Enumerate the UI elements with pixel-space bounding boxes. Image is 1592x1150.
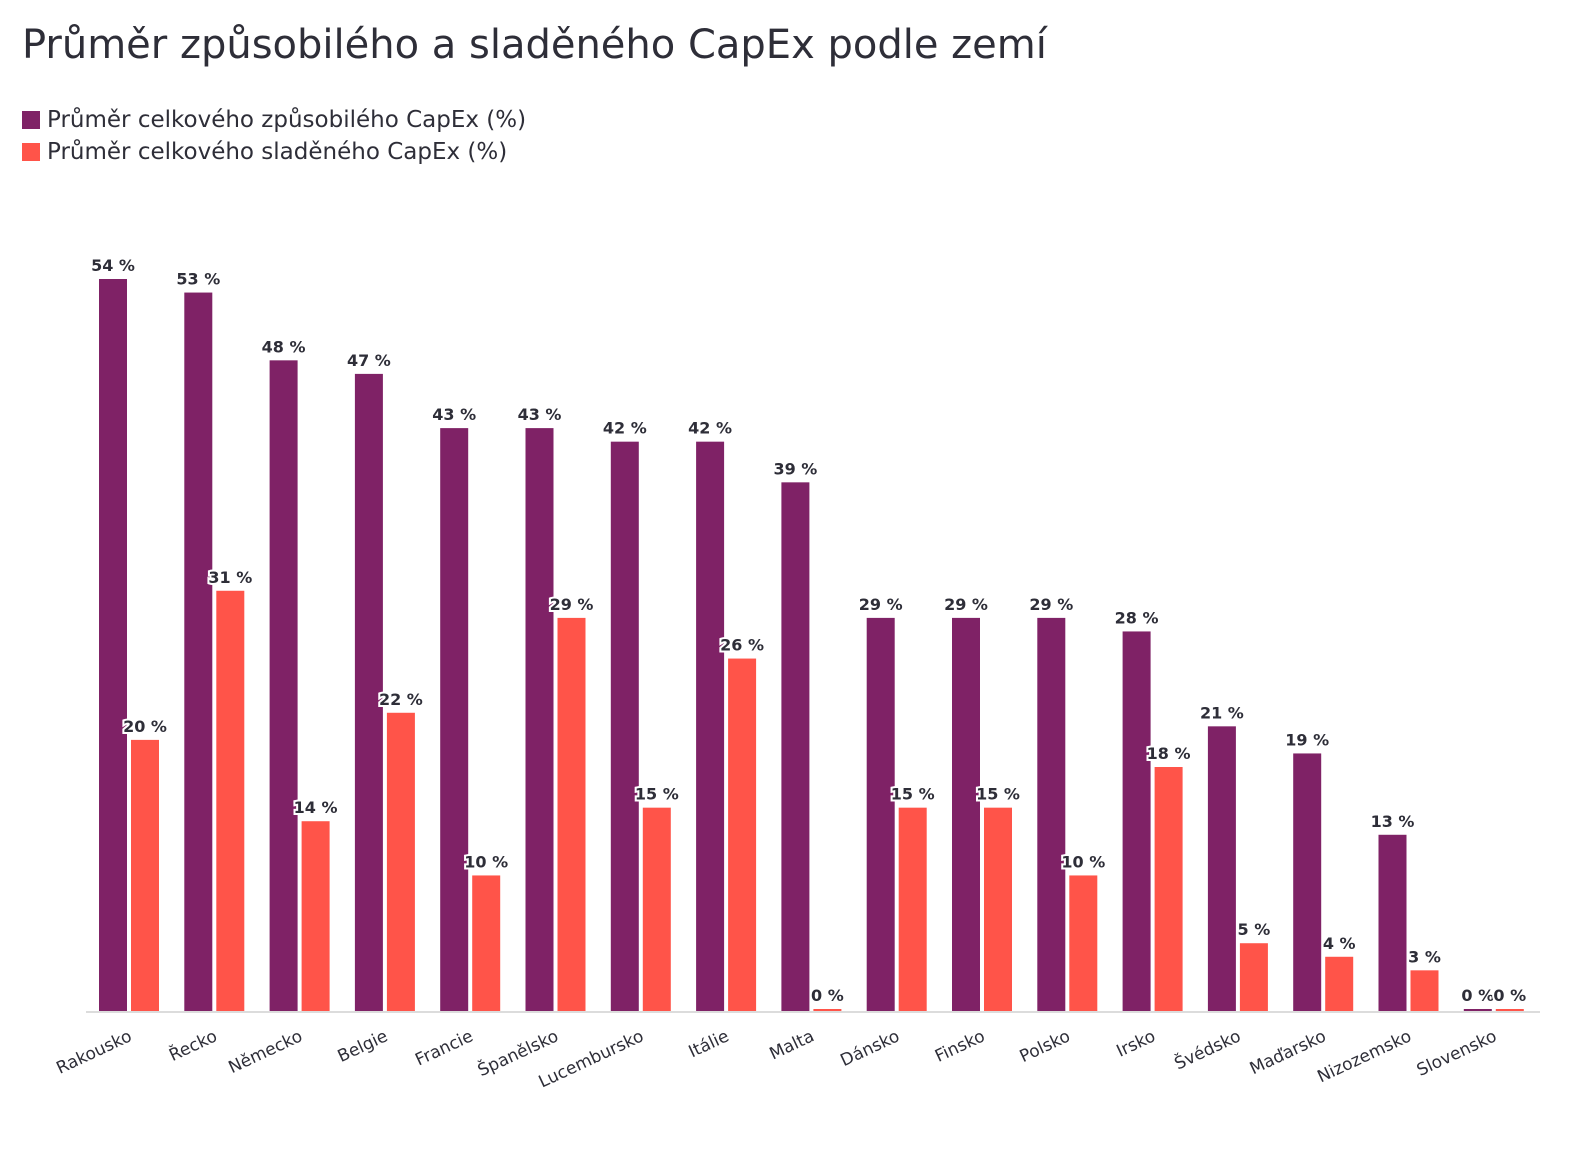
bar-aligned-6[interactable] — [642, 807, 671, 1011]
x-tick-label-3: Belgie — [335, 1026, 391, 1066]
bar-eligible-9[interactable] — [866, 617, 895, 1011]
legend-item-aligned[interactable]: Průměr celkového sladěného CapEx (%) — [22, 136, 526, 168]
value-label-eligible-1: 53 % — [176, 270, 220, 289]
legend-item-eligible[interactable]: Průměr celkového způsobilého CapEx (%) — [22, 104, 526, 136]
x-tick-label-4: Francie — [412, 1026, 476, 1070]
bar-aligned-2[interactable] — [301, 821, 330, 1011]
value-label-eligible-3: 47 % — [347, 351, 391, 370]
value-label-eligible-4: 43 % — [432, 405, 476, 424]
bar-eligible-2[interactable] — [269, 360, 298, 1011]
bar-eligible-14[interactable] — [1293, 753, 1322, 1011]
bar-eligible-0[interactable] — [99, 279, 127, 1011]
x-tick-label-7: Itálie — [686, 1026, 733, 1062]
bar-eligible-4[interactable] — [440, 428, 469, 1012]
bar-eligible-13[interactable] — [1207, 726, 1236, 1011]
value-label-eligible-8: 39 % — [773, 459, 817, 478]
bar-aligned-14[interactable] — [1325, 956, 1354, 1011]
bar-aligned-15[interactable] — [1410, 970, 1439, 1011]
bar-aligned-11[interactable] — [1069, 875, 1098, 1011]
legend: Průměr celkového způsobilého CapEx (%) P… — [22, 104, 526, 168]
bar-eligible-1[interactable] — [184, 292, 213, 1011]
bar-eligible-7[interactable] — [696, 441, 725, 1012]
bar-eligible-15[interactable] — [1378, 834, 1407, 1011]
value-label-eligible-5: 43 % — [518, 405, 562, 424]
value-label-aligned-15: 3 % — [1408, 947, 1441, 966]
value-label-aligned-2: 14 % — [294, 798, 338, 817]
value-label-aligned-5: 29 % — [550, 595, 594, 614]
x-tick-label-16: Slovensko — [1414, 1026, 1500, 1080]
value-label-aligned-9: 15 % — [891, 785, 935, 804]
value-label-aligned-14: 4 % — [1323, 934, 1356, 953]
value-label-eligible-15: 13 % — [1371, 812, 1415, 831]
x-tick-label-2: Německo — [225, 1026, 305, 1078]
x-tick-label-1: Řecko — [165, 1025, 220, 1066]
value-label-eligible-11: 29 % — [1029, 595, 1073, 614]
x-tick-label-8: Malta — [767, 1026, 818, 1064]
value-label-aligned-6: 15 % — [635, 785, 679, 804]
bar-eligible-3[interactable] — [354, 373, 383, 1011]
legend-label-aligned: Průměr celkového sladěného CapEx (%) — [47, 139, 508, 165]
bar-aligned-5[interactable] — [557, 617, 586, 1011]
bar-aligned-8[interactable] — [813, 1009, 842, 1011]
value-label-eligible-9: 29 % — [859, 595, 903, 614]
bar-eligible-11[interactable] — [1037, 617, 1066, 1011]
value-label-eligible-2: 48 % — [262, 337, 306, 356]
bar-eligible-8[interactable] — [781, 482, 810, 1011]
x-tick-label-13: Švédsko — [1171, 1025, 1244, 1075]
value-label-eligible-6: 42 % — [603, 419, 647, 438]
legend-swatch-eligible — [22, 111, 40, 129]
x-tick-label-9: Dánsko — [837, 1026, 902, 1071]
value-label-eligible-10: 29 % — [944, 595, 988, 614]
value-label-eligible-13: 21 % — [1200, 703, 1244, 722]
value-label-eligible-7: 42 % — [688, 419, 732, 438]
value-label-eligible-0: 54 % — [91, 256, 135, 275]
x-tick-label-12: Irsko — [1114, 1026, 1159, 1061]
bar-aligned-16[interactable] — [1495, 1009, 1524, 1011]
value-label-aligned-8: 0 % — [811, 986, 844, 1005]
value-label-aligned-1: 31 % — [208, 568, 252, 587]
x-tick-label-15: Nizozemsko — [1314, 1026, 1414, 1087]
value-label-aligned-3: 22 % — [379, 690, 423, 709]
legend-swatch-aligned — [22, 143, 40, 161]
bar-aligned-12[interactable] — [1154, 767, 1183, 1011]
bar-eligible-16[interactable] — [1463, 1009, 1492, 1011]
bar-eligible-6[interactable] — [610, 441, 639, 1012]
x-tick-label-10: Finsko — [932, 1026, 988, 1066]
bar-aligned-9[interactable] — [898, 807, 927, 1011]
value-label-eligible-12: 28 % — [1115, 608, 1159, 627]
bar-aligned-0[interactable] — [131, 739, 159, 1011]
bar-eligible-12[interactable] — [1122, 631, 1151, 1011]
x-tick-label-0: Rakousko — [53, 1026, 135, 1078]
bar-aligned-13[interactable] — [1239, 943, 1268, 1011]
value-label-aligned-12: 18 % — [1147, 744, 1191, 763]
bar-aligned-7[interactable] — [728, 658, 757, 1011]
value-label-aligned-16: 0 % — [1493, 986, 1526, 1005]
bar-eligible-10[interactable] — [952, 617, 980, 1011]
value-label-eligible-14: 19 % — [1285, 730, 1329, 749]
bar-aligned-4[interactable] — [472, 875, 501, 1011]
value-label-aligned-7: 26 % — [720, 636, 764, 655]
x-tick-label-11: Polsko — [1017, 1026, 1074, 1067]
bar-aligned-10[interactable] — [984, 807, 1012, 1011]
legend-label-eligible: Průměr celkového způsobilého CapEx (%) — [47, 107, 527, 133]
bar-eligible-5[interactable] — [525, 428, 554, 1012]
value-label-aligned-0: 20 % — [123, 717, 167, 736]
value-label-aligned-11: 10 % — [1061, 852, 1105, 871]
bar-aligned-3[interactable] — [386, 712, 415, 1011]
value-label-aligned-13: 5 % — [1238, 920, 1271, 939]
value-label-aligned-10: 15 % — [976, 785, 1020, 804]
value-label-aligned-4: 10 % — [464, 852, 508, 871]
value-label-eligible-16: 0 % — [1461, 986, 1494, 1005]
bar-aligned-1[interactable] — [216, 590, 245, 1011]
chart-title: Průměr způsobilého a sladěného CapEx pod… — [22, 22, 1047, 68]
